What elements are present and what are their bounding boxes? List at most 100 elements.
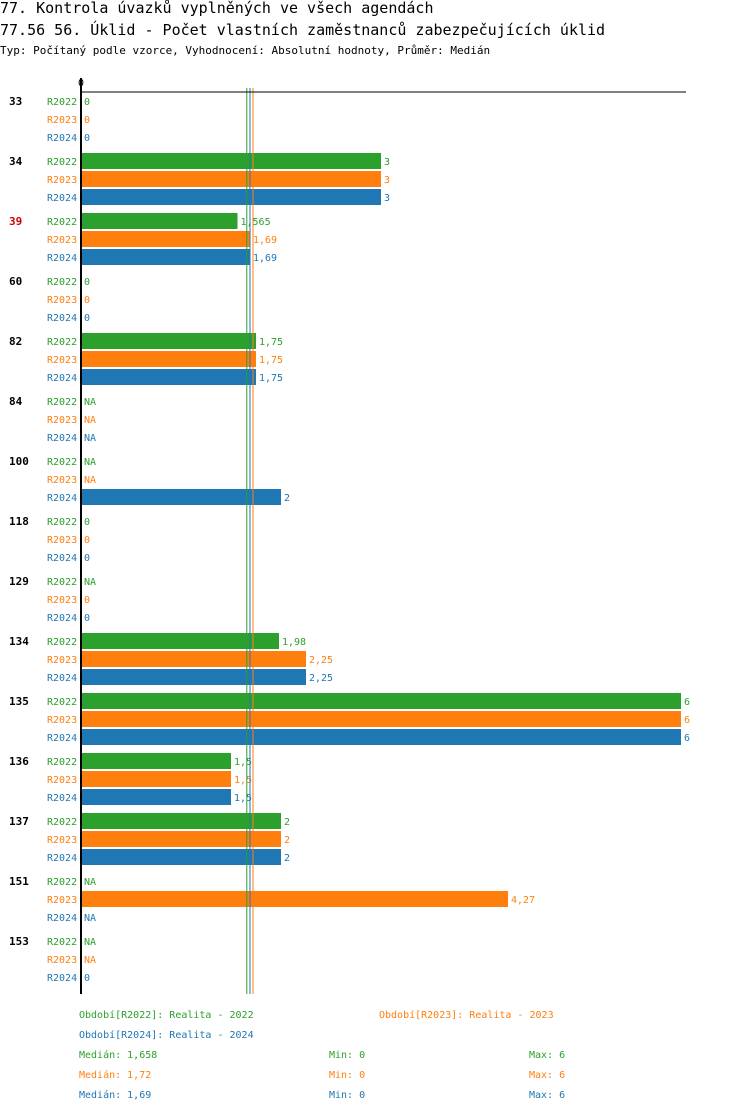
value-label: 6 bbox=[684, 715, 690, 726]
value-label: 2,25 bbox=[309, 673, 333, 684]
series-label: R2023 bbox=[47, 715, 77, 726]
value-label: 1,75 bbox=[259, 337, 283, 348]
series-label: R2022 bbox=[47, 217, 77, 228]
value-label: 0 bbox=[84, 97, 90, 108]
category-label: 82 bbox=[9, 335, 22, 348]
bar-r2023 bbox=[81, 771, 231, 787]
series-label: R2023 bbox=[47, 115, 77, 126]
value-label: 3 bbox=[384, 175, 390, 186]
series-label: R2022 bbox=[47, 697, 77, 708]
value-label: 0 bbox=[84, 517, 90, 528]
series-label: R2022 bbox=[47, 637, 77, 648]
bar-r2022 bbox=[81, 693, 681, 709]
series-label: R2024 bbox=[47, 433, 77, 444]
series-label: R2024 bbox=[47, 973, 77, 984]
value-label: NA bbox=[84, 397, 96, 408]
legend-period-r2023: Období[R2023]: Realita - 2023 bbox=[379, 1009, 554, 1021]
value-label: 0 bbox=[84, 595, 90, 606]
bar-r2022 bbox=[81, 213, 238, 229]
bar-r2023 bbox=[81, 711, 681, 727]
bar-r2022 bbox=[81, 813, 281, 829]
value-label: 3 bbox=[384, 193, 390, 204]
value-label: 2 bbox=[284, 853, 290, 864]
legend-median-r2022: Medián: 1,658 bbox=[79, 1049, 157, 1061]
value-label: 0 bbox=[84, 535, 90, 546]
series-label: R2024 bbox=[47, 673, 77, 684]
series-label: R2023 bbox=[47, 475, 77, 486]
series-label: R2022 bbox=[47, 577, 77, 588]
series-label: R2024 bbox=[47, 133, 77, 144]
value-label: 0 bbox=[84, 295, 90, 306]
series-label: R2024 bbox=[47, 853, 77, 864]
chart-type-description: Typ: Počítaný podle vzorce, Vyhodnocení:… bbox=[0, 44, 490, 57]
legend-max-r2023: Max: 6 bbox=[529, 1070, 565, 1081]
legend-min-r2022: Min: 0 bbox=[329, 1050, 365, 1061]
legend-period-r2022: Období[R2022]: Realita - 2022 bbox=[79, 1009, 254, 1021]
value-label: NA bbox=[84, 457, 96, 468]
series-label: R2023 bbox=[47, 415, 77, 426]
value-label: 6 bbox=[684, 697, 690, 708]
legend-median-r2024: Medián: 1,69 bbox=[79, 1089, 151, 1101]
value-label: NA bbox=[84, 415, 96, 426]
value-label: 0 bbox=[84, 613, 90, 624]
legend-min-r2024: Min: 0 bbox=[329, 1090, 365, 1101]
category-label: 136 bbox=[9, 755, 29, 768]
value-label: 1,75 bbox=[259, 355, 283, 366]
bar-r2022 bbox=[81, 633, 279, 649]
bar-r2022 bbox=[81, 153, 381, 169]
bar-r2022 bbox=[81, 753, 231, 769]
value-label: 3 bbox=[384, 157, 390, 168]
legend-min-r2023: Min: 0 bbox=[329, 1070, 365, 1081]
bar-r2023 bbox=[81, 831, 281, 847]
value-label: 1,5 bbox=[234, 757, 252, 768]
series-label: R2023 bbox=[47, 535, 77, 546]
series-label: R2023 bbox=[47, 955, 77, 966]
series-label: R2022 bbox=[47, 877, 77, 888]
series-label: R2024 bbox=[47, 493, 77, 504]
category-label: 33 bbox=[9, 95, 22, 108]
series-label: R2022 bbox=[47, 277, 77, 288]
value-label: 1,98 bbox=[282, 637, 306, 648]
value-label: 2 bbox=[284, 493, 290, 504]
series-label: R2024 bbox=[47, 733, 77, 744]
value-label: 2,25 bbox=[309, 655, 333, 666]
series-label: R2024 bbox=[47, 793, 77, 804]
series-label: R2024 bbox=[47, 553, 77, 564]
series-label: R2024 bbox=[47, 253, 77, 264]
value-label: 6 bbox=[684, 733, 690, 744]
series-label: R2024 bbox=[47, 313, 77, 324]
category-label: 135 bbox=[9, 695, 29, 708]
bar-r2023 bbox=[81, 891, 508, 907]
value-label: 0 bbox=[84, 133, 90, 144]
bar-r2024 bbox=[81, 729, 681, 745]
category-label: 151 bbox=[9, 875, 29, 888]
category-label: 100 bbox=[9, 455, 29, 468]
legend: Období[R2022]: Realita - 2022 Období[R202… bbox=[79, 1009, 565, 1101]
category-label: 137 bbox=[9, 815, 29, 828]
series-label: R2024 bbox=[47, 193, 77, 204]
value-label: NA bbox=[84, 913, 96, 924]
value-label: 1,75 bbox=[259, 373, 283, 384]
bar-r2023 bbox=[81, 351, 256, 367]
series-label: R2023 bbox=[47, 895, 77, 906]
value-label: 1,69 bbox=[253, 253, 277, 264]
plot-area: 33 R2022 0 R2023 0 R2024 0 34 R2022 3 R2023 3 R2024 3… bbox=[9, 78, 690, 994]
series-label: R2023 bbox=[47, 835, 77, 846]
category-label: 60 bbox=[9, 275, 22, 288]
series-label: R2023 bbox=[47, 235, 77, 246]
value-label: 0 bbox=[84, 277, 90, 288]
series-label: R2022 bbox=[47, 397, 77, 408]
category-label: 129 bbox=[9, 575, 29, 588]
category-label: 84 bbox=[9, 395, 23, 408]
series-label: R2024 bbox=[47, 373, 77, 384]
series-label: R2022 bbox=[47, 157, 77, 168]
chart-subtitle-metric: 77.56 56. Úklid - Počet vlastních zaměst… bbox=[0, 20, 605, 39]
series-label: R2022 bbox=[47, 937, 77, 948]
category-label: 39 bbox=[9, 215, 22, 228]
series-label: R2022 bbox=[47, 337, 77, 348]
value-label: 0 bbox=[84, 973, 90, 984]
category-label: 134 bbox=[9, 635, 29, 648]
value-label: 2 bbox=[284, 817, 290, 828]
legend-max-r2022: Max: 6 bbox=[529, 1050, 565, 1061]
